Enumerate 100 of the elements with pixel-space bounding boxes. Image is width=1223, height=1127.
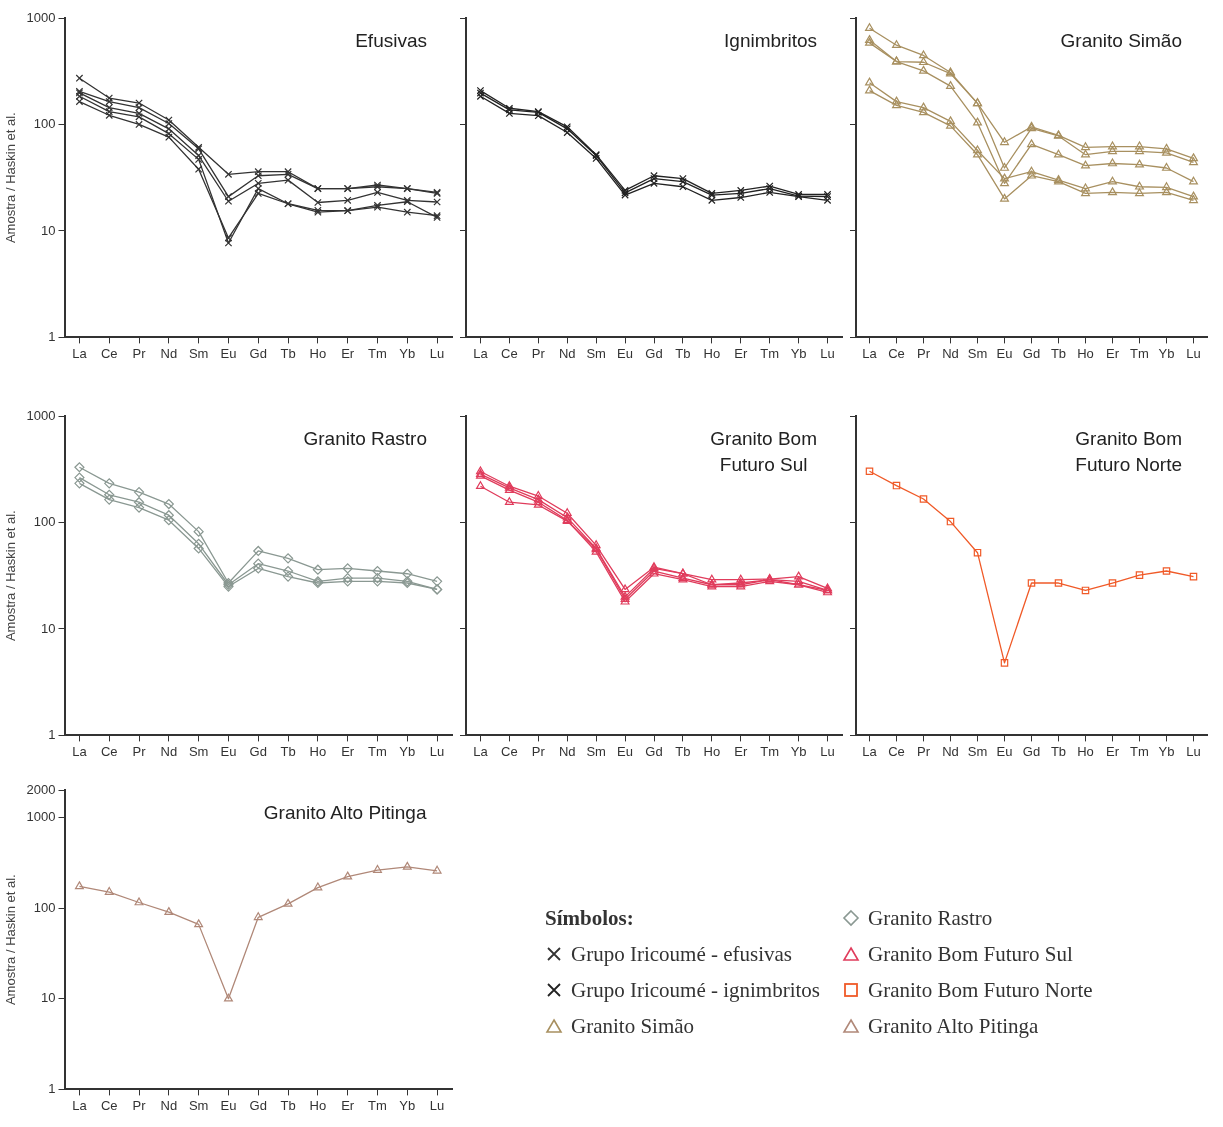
x-tick-label: Yb (399, 345, 416, 361)
x-tick-label: La (72, 1097, 88, 1113)
legend-label: Grupo Iricoumé - ignimbritos (571, 977, 821, 1003)
x-tick-label: Eu (996, 743, 1013, 759)
x-tick-label: Ce (100, 1097, 118, 1113)
x-tick-label: Yb (1158, 345, 1175, 361)
x-tick-label: Lu (429, 345, 445, 361)
legend-label: Grupo Iricoumé - efusivas (571, 941, 793, 967)
x-tick-label: Er (341, 345, 355, 361)
legend-label: Granito Rastro (868, 905, 993, 931)
y-axis-title: Amostra / Haskin et al. (3, 510, 19, 642)
text: Granito Alto Pitinga (263, 801, 427, 823)
x-tick-label: Lu (820, 345, 835, 361)
x-tick-label: Nd (558, 345, 576, 361)
x-tick-label: Ce (888, 345, 905, 361)
x-tick-label: Er (341, 1097, 355, 1113)
x-tick-label: Pr (531, 345, 546, 361)
x-tick-label: Gd (645, 345, 663, 361)
y-axis-title: Amostra / Haskin et al. (3, 112, 19, 244)
x-tick-label: Gd (1022, 743, 1041, 759)
x-tick-label: Gd (249, 743, 267, 759)
x-tick-label: Sm (967, 743, 988, 759)
x-tick-label: Tm (368, 743, 387, 759)
y-tick-label: 100 (33, 116, 56, 132)
x-tick-label: Ho (703, 345, 721, 361)
x-tick-label: Sm (586, 743, 606, 759)
y-tick-label: 1 (48, 726, 56, 742)
x-tick-label: Er (1106, 345, 1120, 361)
x-tick-label: Nd (160, 743, 178, 759)
x-tick-label: Sm (967, 345, 988, 361)
x-tick-label: Tm (760, 743, 780, 759)
text: Granito Simão (1060, 29, 1183, 51)
x-tick-label: Er (341, 743, 355, 759)
x-tick-label: Pr (132, 743, 147, 759)
x-tick-label: Ce (100, 743, 118, 759)
x-tick-label: Eu (220, 743, 237, 759)
y-tick-label: 2000 (26, 781, 56, 797)
legend-title: Símbolos: (545, 905, 635, 931)
x-tick-label: Sm (188, 743, 209, 759)
y-tick-label: 1 (48, 1080, 56, 1096)
x-tick-label: Gd (1022, 345, 1041, 361)
x-tick-label: Nd (942, 345, 959, 361)
x-tick-label: Yb (790, 743, 807, 759)
y-axis-title: Amostra / Haskin et al. (3, 874, 19, 1006)
y-tick-label: 1 (48, 328, 56, 344)
x-tick-label: Tm (1130, 345, 1149, 361)
x-tick-label: Er (734, 345, 748, 361)
y-tick-label: 10 (41, 620, 56, 636)
x-tick-label: Tb (280, 345, 296, 361)
y-tick-label: 100 (33, 899, 56, 915)
x-tick-label: Lu (1186, 743, 1201, 759)
legend-label: Granito Simão (571, 1013, 695, 1039)
x-tick-label: La (862, 743, 878, 759)
x-tick-label: Tb (280, 1097, 296, 1113)
x-tick-label: Tb (1050, 743, 1067, 759)
x-tick-label: Nd (160, 345, 178, 361)
x-tick-label: Ho (309, 345, 327, 361)
text: Granito Bom Futuro Norte (1075, 427, 1182, 475)
x-tick-label: Gd (249, 345, 267, 361)
x-tick-label: Tm (368, 1097, 387, 1113)
x-tick-label: Tb (675, 345, 691, 361)
x-tick-label: Yb (1158, 743, 1175, 759)
x-tick-label: Tb (1050, 345, 1067, 361)
x-tick-label: Er (734, 743, 748, 759)
x-tick-label: Pr (132, 345, 147, 361)
x-tick-label: La (72, 743, 88, 759)
x-tick-label: Ho (1077, 743, 1094, 759)
x-tick-label: Ho (309, 743, 327, 759)
text: Efusivas (355, 29, 427, 51)
x-tick-label: Ho (1077, 345, 1094, 361)
x-tick-label: Pr (132, 1097, 147, 1113)
x-tick-label: Sm (188, 1097, 209, 1113)
x-tick-label: La (473, 345, 489, 361)
y-tick-label: 1000 (26, 407, 56, 423)
y-tick-label: 1000 (26, 808, 56, 824)
x-tick-label: Ce (501, 743, 518, 759)
x-tick-label: Pr (531, 743, 546, 759)
x-tick-label: Nd (942, 743, 959, 759)
y-tick-label: 1000 (26, 9, 56, 25)
x-tick-label: Lu (429, 743, 445, 759)
x-tick-label: Lu (820, 743, 835, 759)
x-tick-label: Er (1106, 743, 1120, 759)
x-tick-label: Gd (645, 743, 663, 759)
y-tick-label: 10 (41, 990, 56, 1006)
x-tick-label: Pr (917, 345, 931, 361)
x-tick-label: Ho (703, 743, 721, 759)
legend-label: Granito Alto Pitinga (868, 1013, 1039, 1039)
x-tick-label: Pr (917, 743, 931, 759)
x-tick-label: Eu (220, 1097, 237, 1113)
text: Ignimbritos (724, 29, 817, 51)
x-tick-label: Nd (160, 1097, 178, 1113)
x-tick-label: Gd (249, 1097, 267, 1113)
x-tick-label: Sm (188, 345, 209, 361)
x-tick-label: Ce (501, 345, 518, 361)
x-tick-label: La (473, 743, 489, 759)
x-tick-label: Eu (996, 345, 1013, 361)
x-tick-label: Lu (429, 1097, 445, 1113)
x-tick-label: Yb (399, 743, 416, 759)
x-tick-label: Ce (100, 345, 118, 361)
x-tick-label: Eu (617, 345, 634, 361)
